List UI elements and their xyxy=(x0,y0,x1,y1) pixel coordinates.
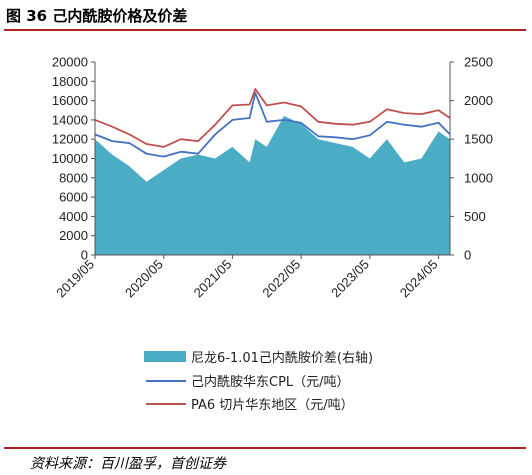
y-left-tick-label: 6000 xyxy=(59,190,88,205)
legend: 尼龙6-1.01己内酰胺价差(右轴) 己内酰胺华东CPL（元/吨） PA6 切片华东… xyxy=(144,350,373,413)
title-rule xyxy=(4,29,526,31)
y-right-tick-label: 1500 xyxy=(464,132,493,147)
legend-label-1: 己内酰胺华东CPL（元/吨） xyxy=(191,374,350,390)
y-left-tick-label: 4000 xyxy=(59,209,88,224)
y-left-tick-label: 20000 xyxy=(52,55,88,70)
x-tick-label: 2021/05 xyxy=(191,257,235,301)
y-left-tick-label: 16000 xyxy=(52,93,88,108)
y-axis-left: 0 2000 4000 6000 8000 10000 12000 14000 16000 180… xyxy=(52,55,96,263)
y-left-tick-label: 10000 xyxy=(52,151,88,166)
legend-swatch-0 xyxy=(144,351,186,362)
figure-title: 图 36 己内酰胺价格及价差 xyxy=(6,7,188,25)
y-left-tick-label: 0 xyxy=(81,248,88,263)
y-right-tick-label: 1000 xyxy=(464,170,493,185)
y-left-tick-label: 14000 xyxy=(52,112,88,127)
y-right-tick-label: 500 xyxy=(464,209,486,224)
plot-area xyxy=(94,88,451,255)
y-right-tick-label: 0 xyxy=(464,248,471,263)
y-left-tick-label: 2000 xyxy=(59,228,88,243)
x-tick-label: 2022/05 xyxy=(259,257,303,301)
series-cpl-line xyxy=(94,92,451,158)
y-left-tick-label: 8000 xyxy=(59,170,88,185)
y-left-tick-label: 12000 xyxy=(52,132,88,147)
bottom-rule xyxy=(4,447,526,449)
series-spread-area xyxy=(95,116,450,255)
x-axis: 2019/05 2020/05 2021/05 2022/05 2023/05 2024/… xyxy=(53,254,450,301)
source-note: 资料来源：百川盈孚，首创证券 xyxy=(30,456,226,472)
x-tick-label: 2020/05 xyxy=(122,257,166,301)
y-right-tick-label: 2000 xyxy=(464,93,493,108)
x-tick-label: 2024/05 xyxy=(397,257,441,301)
chart: 2019/05 2020/05 2021/05 2022/05 2023/05 2024/… xyxy=(52,55,493,414)
series-pa6-line xyxy=(94,88,451,148)
legend-label-0: 尼龙6-1.01己内酰胺价差(右轴) xyxy=(191,350,373,366)
y-right-tick-label: 2500 xyxy=(464,55,493,70)
x-tick-label: 2019/05 xyxy=(53,257,97,301)
y-left-tick-label: 18000 xyxy=(52,74,88,89)
legend-label-2: PA6 切片华东地区（元/吨） xyxy=(191,398,354,413)
x-tick-label: 2023/05 xyxy=(328,257,372,301)
y-axis-right: 0 500 1000 1500 2000 2500 xyxy=(449,55,493,263)
